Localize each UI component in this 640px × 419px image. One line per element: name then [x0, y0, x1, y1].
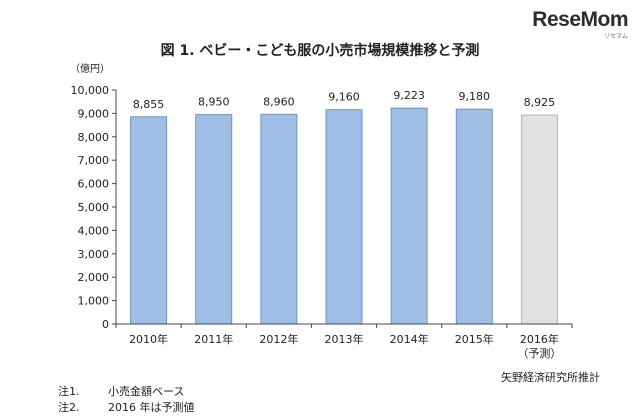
y-tick-label: 7,000	[78, 154, 110, 167]
y-tick-label: 4,000	[78, 224, 110, 237]
x-tick-label: 2010年	[129, 332, 168, 346]
bar-value-label: 8,960	[263, 95, 295, 108]
bar	[390, 107, 428, 325]
y-tick-label: 9,000	[78, 107, 110, 120]
footnote-text: 小売金額ベース	[108, 385, 185, 398]
y-tick-label: 10,000	[71, 84, 110, 97]
bar-value-label: 9,223	[393, 89, 425, 102]
y-tick-label: 2,000	[78, 271, 110, 284]
y-tick-label: 1,000	[78, 295, 110, 308]
bar	[325, 109, 363, 325]
logo-subtitle: リセマム	[603, 33, 628, 40]
resemom-logo: ReseMom	[532, 8, 628, 32]
x-tick-label: 2015年	[455, 332, 494, 346]
y-tick-label: 5,000	[78, 201, 110, 214]
x-tick-label: 2014年	[390, 332, 429, 346]
bar	[130, 116, 168, 325]
x-tick-sublabel: （予測）	[517, 346, 561, 360]
footnote-text: 2016 年は予測値	[108, 401, 195, 414]
logo-text: ReseMom	[532, 8, 628, 31]
footnote-1: 注1. 小売金額ベース	[58, 383, 184, 399]
x-tick-label: 2013年	[325, 332, 364, 346]
y-tick-label: 3,000	[78, 248, 110, 261]
y-axis: 0 1,000 2,000 3,000 4,000 5,000 6,000 7,000 8,00…	[71, 84, 117, 331]
x-tick-label: 2012年	[259, 332, 298, 346]
bar	[455, 108, 493, 325]
chart-title: 図 1. ベビー・こども服の小売市場規模推移と予測	[160, 43, 480, 59]
x-tick-label: 2011年	[194, 332, 233, 346]
bar-value-label: 8,950	[198, 96, 230, 109]
y-tick-label: 8,000	[78, 131, 110, 144]
y-tick-label: 6,000	[78, 178, 110, 191]
x-tick-label: 2016年	[520, 332, 559, 346]
source-credit: 矢野経済研究所推計	[501, 371, 600, 384]
y-axis-label: （億円）	[70, 62, 110, 75]
bars: 8,855 8,950 8,960 9,160 9,223 9,180 8,925	[130, 89, 558, 325]
bar	[260, 113, 298, 325]
bar-value-label: 8,855	[133, 98, 165, 111]
x-axis: 2010年 2011年 2012年 2013年 2014年 2015年 2016年（予測）	[115, 323, 573, 360]
footnote-number: 注1.	[58, 385, 80, 398]
footnote-2: 注2. 2016 年は予測値	[58, 399, 195, 415]
footnote-number: 注2.	[58, 401, 80, 414]
bar-value-label: 8,925	[524, 96, 556, 109]
bar	[195, 114, 233, 325]
bar-value-label: 9,160	[328, 91, 360, 104]
y-tick-label: 0	[102, 318, 109, 331]
bar-value-label: 9,180	[459, 90, 491, 103]
bar-forecast	[520, 114, 558, 325]
